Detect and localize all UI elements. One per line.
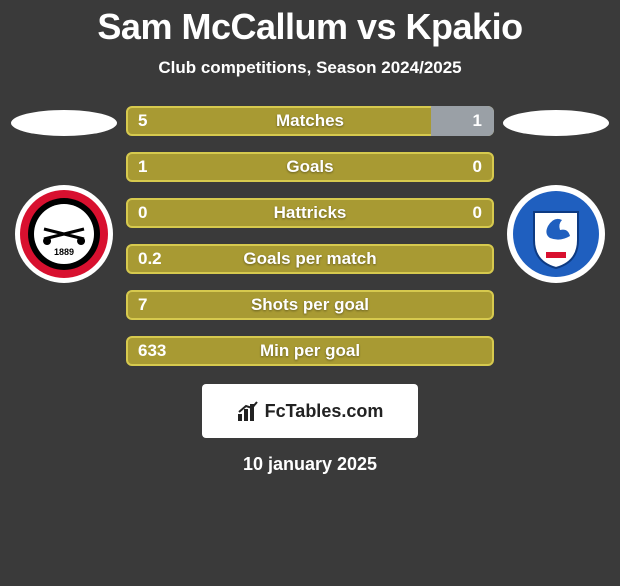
right-player-ellipse <box>503 110 609 136</box>
left-club-badge: 1889 <box>14 184 114 284</box>
stat-row: 1Goals0 <box>126 152 494 182</box>
attribution-badge: FcTables.com <box>202 384 418 438</box>
stat-row: 5Matches1 <box>126 106 494 136</box>
stat-row: 0.2Goals per match <box>126 244 494 274</box>
stat-value-right: 0 <box>473 157 482 177</box>
attribution-text: FcTables.com <box>265 401 384 422</box>
right-club-badge <box>506 184 606 284</box>
stat-label: Hattricks <box>126 203 494 223</box>
comparison-area: 1889 5Matches11Goals00Hattricks00.2Goals… <box>0 106 620 366</box>
subtitle: Club competitions, Season 2024/2025 <box>0 58 620 78</box>
stat-label: Min per goal <box>126 341 494 361</box>
stat-value-right: 1 <box>473 111 482 131</box>
stat-value-right: 0 <box>473 203 482 223</box>
fctables-logo-icon <box>237 400 259 422</box>
stat-label: Matches <box>126 111 494 131</box>
cardiff-city-crest-icon <box>506 184 606 284</box>
left-player-ellipse <box>11 110 117 136</box>
stat-label: Shots per goal <box>126 295 494 315</box>
stat-label: Goals <box>126 157 494 177</box>
left-side-column: 1889 <box>6 106 122 284</box>
page-title: Sam McCallum vs Kpakio <box>0 6 620 48</box>
sheffield-united-crest-icon: 1889 <box>14 184 114 284</box>
stat-row: 7Shots per goal <box>126 290 494 320</box>
stat-row: 633Min per goal <box>126 336 494 366</box>
stat-row: 0Hattricks0 <box>126 198 494 228</box>
right-side-column <box>498 106 614 284</box>
svg-text:1889: 1889 <box>54 247 74 257</box>
date-line: 10 january 2025 <box>0 454 620 475</box>
stat-label: Goals per match <box>126 249 494 269</box>
stats-bars: 5Matches11Goals00Hattricks00.2Goals per … <box>122 106 498 366</box>
